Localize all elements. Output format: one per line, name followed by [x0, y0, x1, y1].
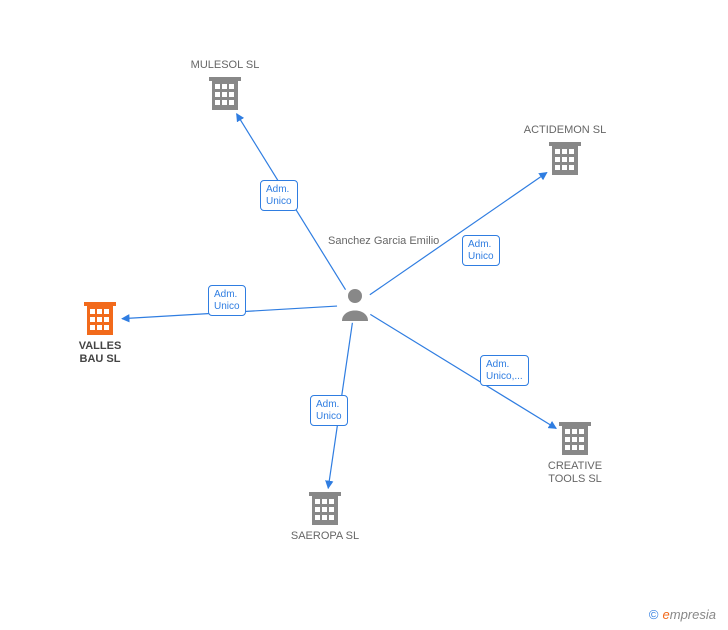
building-icon — [84, 302, 116, 335]
watermark: © empresia — [649, 607, 716, 622]
building-icon — [309, 492, 341, 525]
edge-actidemon — [370, 173, 547, 295]
edges-layer — [122, 114, 556, 489]
edge-badge-creative: Adm. Unico,... — [480, 355, 529, 386]
edge-badge-actidemon: Adm. Unico — [462, 235, 500, 266]
node-label-saeropa: SAEROPA SL — [265, 530, 385, 543]
person-icon — [342, 289, 368, 321]
center-node-label: Sanchez Garcia Emilio — [328, 235, 439, 249]
building-icon — [549, 142, 581, 175]
building-icon — [559, 422, 591, 455]
edge-badge-valles: Adm. Unico — [208, 285, 246, 316]
node-label-valles: VALLES BAU SL — [40, 340, 160, 366]
edge-badge-mulesol: Adm. Unico — [260, 180, 298, 211]
node-label-actidemon: ACTIDEMON SL — [505, 124, 625, 137]
edge-badge-saeropa: Adm. Unico — [310, 395, 348, 426]
nodes-layer — [84, 77, 591, 525]
node-label-mulesol: MULESOL SL — [165, 59, 285, 72]
building-icon — [209, 77, 241, 110]
copyright-symbol: © — [649, 607, 659, 622]
watermark-text: mpresia — [670, 607, 716, 622]
node-label-creative: CREATIVE TOOLS SL — [515, 460, 635, 486]
watermark-leading-letter: e — [663, 607, 670, 622]
